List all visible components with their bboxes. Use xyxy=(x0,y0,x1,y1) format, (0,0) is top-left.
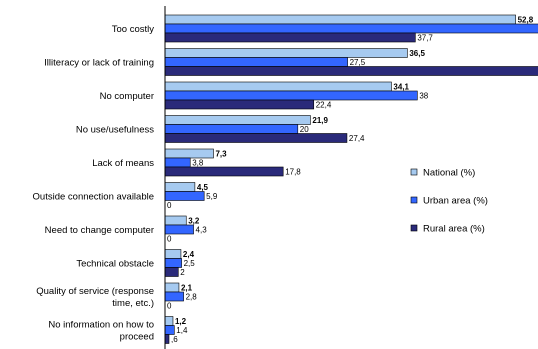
category-label-5: Outside connection available xyxy=(33,192,154,203)
bar-national-0 xyxy=(164,14,516,25)
category-label-0: Too costly xyxy=(112,24,154,35)
bar-national-1 xyxy=(164,48,408,58)
value-label-rural-7: 2 xyxy=(180,268,185,277)
value-label-national-7: 2,4 xyxy=(183,250,195,259)
bar-rural-4 xyxy=(164,166,284,177)
bar-rural-7 xyxy=(164,267,179,277)
value-label-urban-4: 3,8 xyxy=(192,159,204,168)
value-label-urban-1: 27,5 xyxy=(350,58,366,67)
bar-rural-3 xyxy=(164,133,348,143)
value-label-rural-3: 27,4 xyxy=(349,134,365,143)
value-label-urban-2: 38 xyxy=(419,92,428,101)
bar-national-8 xyxy=(164,282,180,293)
bar-urban-1 xyxy=(164,57,348,67)
bars-layer xyxy=(164,14,538,344)
value-label-urban-9: 1,4 xyxy=(176,326,188,335)
value-label-national-9: 1,2 xyxy=(175,317,187,326)
value-label-rural-6: 0 xyxy=(167,235,172,244)
value-label-urban-6: 4,3 xyxy=(196,226,208,235)
bar-urban-2 xyxy=(164,90,418,101)
value-label-rural-0: 37,7 xyxy=(417,34,433,43)
bar-urban-5 xyxy=(164,191,205,201)
bar-urban-9 xyxy=(164,325,175,335)
category-label-6: Need to change computer xyxy=(45,225,154,236)
value-label-national-8: 2,1 xyxy=(181,284,193,293)
bar-urban-3 xyxy=(164,124,299,134)
legend-swatch-national xyxy=(410,168,418,176)
value-label-urban-8: 2,8 xyxy=(186,293,198,302)
legend-label-rural: Rural area (%) xyxy=(423,224,485,235)
bar-rural-0 xyxy=(164,32,416,43)
bar-national-2 xyxy=(164,81,392,92)
value-label-national-5: 4,5 xyxy=(197,183,209,192)
bar-urban-0 xyxy=(164,23,538,34)
legend-label-urban: Urban area (%) xyxy=(423,196,488,207)
bar-urban-8 xyxy=(164,291,184,302)
category-label-3: No use/usefulness xyxy=(76,125,154,136)
value-label-national-2: 34,1 xyxy=(393,83,409,92)
category-label-7: Technical obstacle xyxy=(76,259,154,270)
value-label-rural-5: 0 xyxy=(167,201,172,210)
category-label-9: No information on how to proceed xyxy=(48,320,154,343)
bar-rural-1 xyxy=(164,66,538,76)
value-label-national-0: 52,8 xyxy=(518,16,534,25)
bar-urban-6 xyxy=(164,224,194,235)
value-label-urban-3: 20 xyxy=(300,125,309,134)
bar-national-9 xyxy=(164,316,174,326)
value-label-national-1: 36,5 xyxy=(409,49,425,58)
value-label-urban-7: 2,5 xyxy=(184,259,196,268)
legend: National (%) Urban area (%) Rural area (%) xyxy=(410,168,488,235)
legend-label-national: National (%) xyxy=(423,168,475,179)
bar-rural-9 xyxy=(164,334,170,344)
bar-national-4 xyxy=(164,148,214,159)
legend-swatch-rural xyxy=(410,224,418,232)
value-label-national-4: 7,3 xyxy=(215,150,227,159)
category-label-1: Illiteracy or lack of training xyxy=(44,58,154,69)
category-label-4: Lack of means xyxy=(92,158,154,169)
value-label-rural-8: 0 xyxy=(167,302,172,311)
value-label-urban-5: 5,9 xyxy=(206,192,218,201)
bar-urban-4 xyxy=(164,157,191,168)
category-label-8: Quality of service (response time, etc.) xyxy=(36,286,154,309)
bar-national-3 xyxy=(164,115,311,125)
bar-national-6 xyxy=(164,215,187,226)
bar-national-7 xyxy=(164,249,182,259)
value-label-rural-4: 17,8 xyxy=(285,168,301,177)
value-label-rural-9: ,6 xyxy=(171,335,178,344)
category-label-2: No computer xyxy=(100,91,154,102)
value-label-national-6: 3,2 xyxy=(188,217,200,226)
value-label-rural-2: 22,4 xyxy=(316,101,332,110)
bar-national-5 xyxy=(164,182,196,192)
legend-swatch-urban xyxy=(410,196,418,204)
bar-rural-2 xyxy=(164,99,315,110)
bar-urban-7 xyxy=(164,258,182,268)
value-label-national-3: 21,9 xyxy=(312,116,328,125)
